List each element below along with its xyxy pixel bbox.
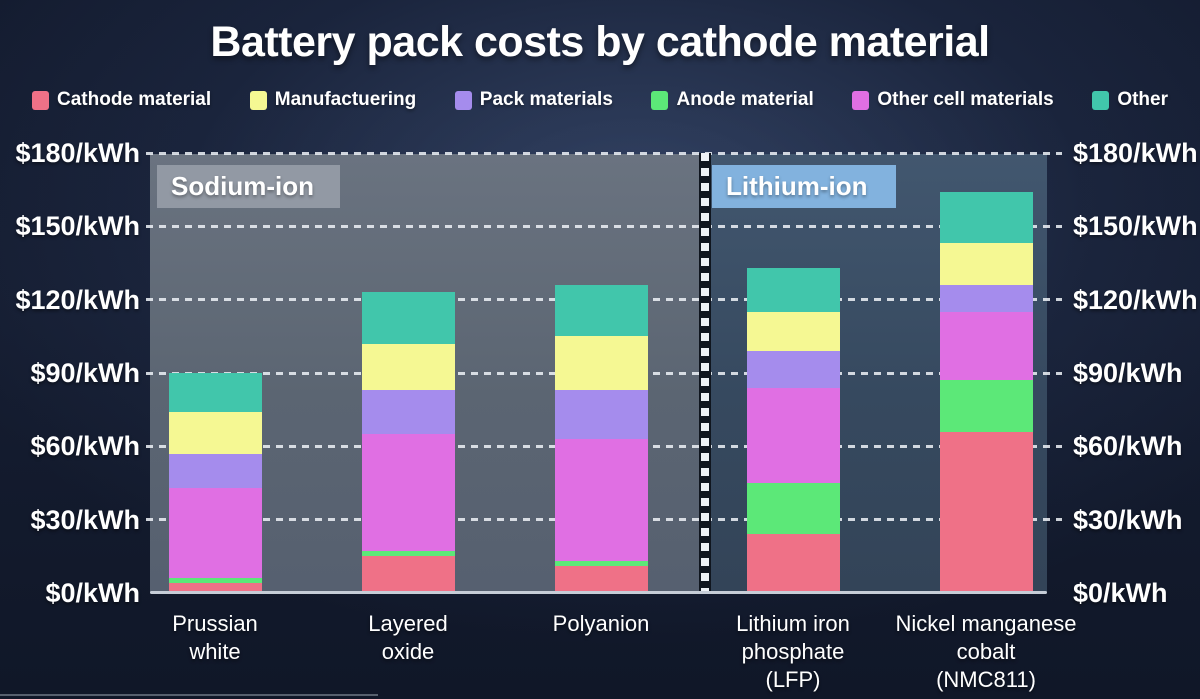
legend-swatch-pack-materials — [454, 90, 472, 110]
bar-segment-other — [555, 285, 648, 337]
y-tick-label: $60/kWh — [1073, 431, 1183, 462]
bar-segment-cathode-material — [362, 556, 455, 593]
x-label-line: (LFP) — [765, 667, 821, 692]
divider-dashed-line — [701, 153, 709, 593]
x-label-lithium-iron-phosphate-lfp: Lithium iron phosphate (LFP) — [673, 610, 913, 694]
bar-segment-other-cell-materials — [940, 311, 1033, 381]
y-tick-label: $180/kWh — [1073, 138, 1198, 168]
bar-segment-pack-materials — [362, 390, 455, 435]
bar-segment-other-cell-materials — [169, 487, 262, 579]
legend-swatch-manufactuering — [249, 90, 267, 110]
legend-label: Other cell materials — [877, 89, 1054, 110]
legend-label: Manufactuering — [274, 89, 417, 110]
y-tick-label: $0/kWh — [1073, 578, 1168, 608]
section-divider — [699, 153, 711, 593]
bar-segment-other — [747, 267, 840, 312]
x-axis-line — [150, 591, 1047, 594]
bar-segment-pack-materials — [169, 453, 262, 488]
x-label-line: Polyanion — [552, 611, 650, 636]
bar-segment-pack-materials — [940, 285, 1033, 312]
y-tick-label: $30/kWh — [30, 504, 140, 535]
x-label-line: oxide — [381, 639, 435, 664]
y-tick-label: $90/kWh — [30, 358, 140, 388]
y-tick-label: $90/kWh — [1073, 358, 1183, 388]
sodium-ion-label-text: Sodium-ion — [171, 171, 314, 201]
x-label-polyanion: Polyanion — [481, 610, 721, 638]
bar-segment-cathode-material — [940, 431, 1033, 593]
legend-label: Anode material — [676, 89, 814, 110]
legend-item-other: Other — [1092, 89, 1168, 111]
bar-segment-other — [169, 373, 262, 413]
legend-label: Other — [1117, 89, 1168, 110]
bar-segment-cathode-material — [747, 534, 840, 593]
bar-polyanion — [555, 285, 648, 593]
legend-label: Cathode material — [57, 89, 212, 110]
bar-segment-other-cell-materials — [555, 438, 648, 562]
y-axis-right: $180/kWh $150/kWh $120/kWh $90/kWh $60/kWh $3… — [1073, 0, 1200, 699]
legend-swatch-other-cell-materials — [852, 90, 870, 110]
bar-segment-manufactuering — [747, 311, 840, 351]
chart-title: Battery pack costs by cathode material — [210, 18, 990, 66]
legend-label: Pack materials — [479, 89, 613, 110]
legend-item-other-cell-materials: Other cell materials — [852, 89, 1054, 111]
x-label-line: Nickel manganese — [895, 611, 1077, 636]
y-tick-label: $30/kWh — [1073, 504, 1183, 535]
bar-segment-other — [362, 292, 455, 344]
x-label-line: phosphate — [741, 639, 845, 664]
legend-item-manufactuering: Manufactuering — [249, 89, 417, 111]
bars-container — [150, 153, 1047, 593]
bar-segment-other — [940, 192, 1033, 244]
legend-item-cathode-material: Cathode material — [32, 89, 211, 111]
bar-segment-anode-material — [555, 561, 648, 567]
y-tick-label: $150/kWh — [15, 211, 140, 242]
bar-segment-anode-material — [747, 482, 840, 535]
gridline-180 — [146, 151, 1062, 155]
y-tick-label: $120/kWh — [15, 284, 140, 315]
y-tick-label: $0/kWh — [45, 578, 140, 608]
y-tick-label: $150/kWh — [1073, 211, 1198, 242]
x-label-line: cobalt — [956, 639, 1016, 664]
x-label-line: Layered — [368, 611, 448, 636]
plot-area: Sodium-ion Lithium-ion — [146, 151, 1062, 594]
x-label-line: (NMC811) — [936, 667, 1036, 692]
bar-segment-anode-material — [169, 578, 262, 584]
y-tick-label: $180/kWh — [15, 138, 140, 168]
bar-segment-other-cell-materials — [747, 387, 840, 483]
bar-segment-anode-material — [362, 551, 455, 557]
sodium-ion-label: Sodium-ion — [157, 165, 340, 208]
y-tick-label: $60/kWh — [30, 431, 140, 462]
y-axis-left: $180/kWh $150/kWh $120/kWh $90/kWh $60/kWh $3… — [0, 0, 140, 699]
lithium-ion-label: Lithium-ion — [712, 165, 896, 208]
lithium-ion-label-text: Lithium-ion — [726, 171, 868, 201]
bar-segment-manufactuering — [940, 243, 1033, 285]
legend: Cathode material Manufactuering Pack mater… — [32, 87, 1168, 113]
y-tick-label: $120/kWh — [1073, 284, 1198, 315]
legend-item-pack-materials: Pack materials — [454, 89, 613, 111]
x-label-layered-oxide: Layered oxide — [288, 610, 528, 666]
gridline-150 — [146, 224, 1062, 228]
video-progress-line — [0, 694, 378, 696]
legend-swatch-anode-material — [651, 90, 669, 110]
bar-segment-pack-materials — [747, 351, 840, 388]
bar-segment-other-cell-materials — [362, 434, 455, 552]
bar-segment-manufactuering — [169, 412, 262, 454]
bar-segment-manufactuering — [555, 336, 648, 391]
x-label-nickel-manganese-cobalt-nmc811: Nickel manganese cobalt (NMC811) — [866, 610, 1106, 694]
legend-swatch-cathode-material — [32, 90, 49, 110]
bar-segment-pack-materials — [555, 390, 648, 439]
legend-item-anode-material: Anode material — [651, 89, 814, 111]
bar-segment-cathode-material — [555, 566, 648, 593]
bar-nickel-manganese-cobalt-nmc811 — [940, 192, 1033, 593]
bar-segment-anode-material — [940, 380, 1033, 432]
bar-layered-oxide — [362, 292, 455, 593]
bar-lithium-iron-phosphate-lfp — [747, 267, 840, 593]
x-label-line: Lithium iron — [736, 611, 850, 636]
bar-segment-manufactuering — [362, 343, 455, 391]
bar-prussian-white — [169, 373, 262, 593]
bar-segment-cathode-material — [169, 583, 262, 593]
legend-swatch-other — [1092, 90, 1110, 110]
